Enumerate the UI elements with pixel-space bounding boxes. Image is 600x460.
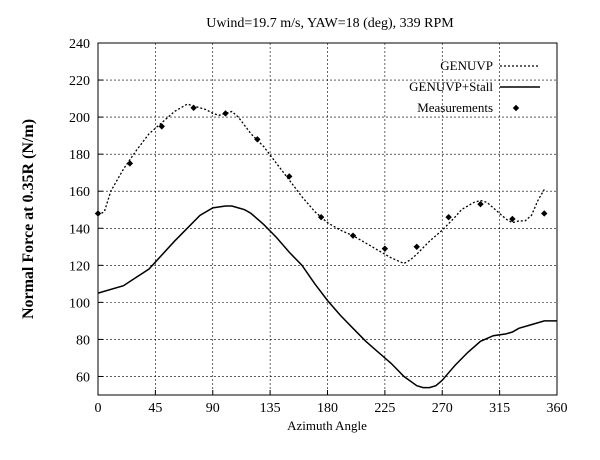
y-tick-label: 80: [76, 333, 90, 348]
x-tick-label: 270: [432, 401, 453, 416]
plot-area: [94, 103, 557, 389]
measurement-point: [222, 110, 229, 117]
x-tick-label: 225: [374, 401, 395, 416]
x-tick-label: 90: [206, 401, 220, 416]
measurement-point: [349, 232, 357, 239]
y-tick-label: 180: [69, 148, 90, 163]
series-line-genuvp-stall: [97, 205, 557, 389]
x-tick-label: 45: [148, 401, 162, 416]
legend-label: GENUVP: [440, 58, 493, 73]
measurement-point: [541, 210, 548, 217]
measurement-point: [477, 200, 484, 208]
y-tick-label: 140: [69, 222, 90, 237]
legend-swatch-measurements: [512, 104, 520, 112]
measurement-point: [509, 215, 516, 223]
measurement-point: [190, 104, 197, 112]
measurement-point: [158, 123, 165, 130]
y-tick-label: 220: [69, 74, 90, 89]
axis-ticks: 0 45 90 135 180 225 270 315 360 60 80 100 120 140 160 1…: [69, 37, 568, 416]
measurement-point: [254, 136, 261, 143]
series-line-genuvp: [97, 103, 545, 265]
x-tick-label: 180: [317, 401, 338, 416]
y-tick-label: 240: [69, 37, 90, 52]
x-tick-label: 315: [489, 401, 510, 416]
measurement-point: [413, 243, 420, 250]
y-tick-label: 120: [69, 259, 90, 274]
grid-lines: [98, 43, 557, 395]
x-axis-label: Azimuth Angle: [287, 418, 367, 433]
measurement-point: [317, 213, 325, 221]
y-tick-label: 60: [76, 370, 90, 385]
y-tick-label: 200: [69, 111, 90, 126]
measurement-point: [286, 173, 293, 180]
legend-label: Measurements: [417, 100, 493, 115]
x-tick-label: 360: [547, 401, 568, 416]
y-axis-label: Normal Force at 0.35R (N/m): [20, 119, 37, 319]
y-tick-label: 160: [69, 185, 90, 200]
measurement-point: [126, 160, 134, 167]
legend: GENUVP GENUVP+Stall Measurements: [409, 58, 540, 115]
measurement-point: [445, 213, 452, 221]
y-tick-label: 100: [69, 296, 90, 311]
legend-label: GENUVP+Stall: [409, 79, 493, 94]
x-tick-label: 0: [95, 401, 102, 416]
measurement-point: [381, 245, 389, 252]
chart-title: Uwind=19.7 m/s, YAW=18 (deg), 339 RPM: [206, 16, 454, 31]
x-tick-label: 135: [260, 401, 281, 416]
